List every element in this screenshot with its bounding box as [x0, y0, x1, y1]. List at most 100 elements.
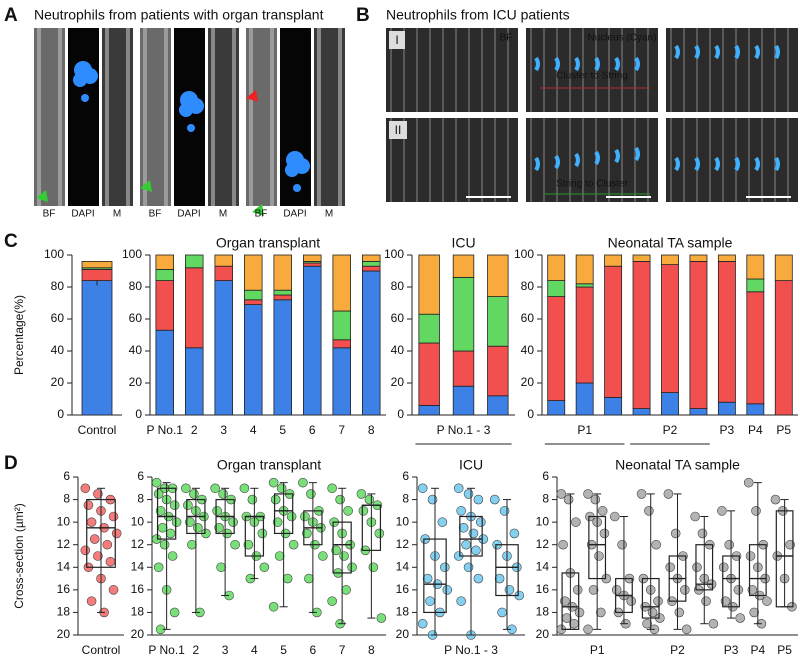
data-point: [343, 506, 353, 516]
panel-title: Neutrophils from ICU patients: [386, 7, 570, 23]
bar-segment: [689, 260, 708, 409]
data-point: [718, 562, 729, 573]
bar-segment: [155, 268, 174, 281]
data-point: [298, 477, 308, 488]
x-tick-label: 2: [193, 643, 200, 657]
bar-segment: [418, 254, 440, 315]
data-point: [590, 494, 601, 505]
y-tick-label: 14: [131, 559, 145, 573]
nucleus: [73, 73, 87, 87]
data-point: [304, 573, 314, 584]
image-label: Nucleus (Cyan): [588, 33, 657, 44]
y-tick-label: 8: [542, 492, 549, 506]
bar-segment: [575, 382, 594, 416]
data-point: [216, 562, 226, 573]
microscopy-images: [34, 28, 798, 216]
bar-segment: [273, 254, 292, 291]
y-tick-label: 40: [51, 343, 65, 357]
data-point: [108, 511, 119, 522]
x-tick-label: P3: [720, 423, 735, 437]
nucleus: [534, 56, 540, 72]
bar-segment: [575, 286, 594, 384]
channel-wall: [126, 28, 130, 206]
y-tick-label: 100: [122, 247, 142, 261]
data-point: [153, 489, 164, 499]
channel-line: [608, 28, 610, 112]
channel-line: [390, 28, 392, 112]
y-tick-label: 80: [129, 279, 143, 293]
bar-segment: [418, 313, 440, 344]
data-point: [425, 596, 435, 606]
data-point: [286, 511, 297, 522]
data-point: [339, 551, 349, 561]
y-tick-label: 40: [129, 343, 143, 357]
bar-segment: [273, 294, 292, 301]
y-tick-label: 20: [521, 375, 535, 389]
x-tick-label: 8: [368, 423, 375, 437]
data-point: [680, 585, 690, 595]
y-tick-label: 12: [536, 537, 550, 551]
bar-segment: [575, 283, 594, 288]
bar-segment: [361, 270, 381, 416]
x-tick-label: 4: [251, 643, 258, 657]
data-point: [456, 596, 466, 606]
y-tick-label: 10: [57, 514, 71, 528]
channel-wall: [338, 28, 342, 206]
nucleus: [674, 156, 680, 172]
data-point: [751, 506, 761, 516]
channel-line: [494, 28, 496, 112]
data-point: [572, 585, 583, 595]
bar-segment: [243, 304, 263, 416]
data-point: [717, 506, 727, 516]
data-point: [743, 477, 754, 488]
data-point: [644, 506, 654, 516]
data-point: [243, 539, 254, 550]
data-point: [214, 522, 224, 533]
image-strip: [280, 28, 311, 206]
data-point: [302, 528, 312, 539]
bar-segment: [746, 403, 765, 416]
nucleus: [634, 146, 640, 162]
x-tick-label: Control: [82, 643, 121, 657]
nucleus: [293, 184, 301, 192]
arrowhead: [140, 180, 152, 192]
y-tick-label: 12: [131, 537, 145, 551]
data-point: [701, 596, 711, 606]
row-label: II: [395, 123, 402, 137]
channel-line: [761, 28, 763, 112]
bar-segment: [273, 289, 292, 296]
nucleus: [714, 156, 720, 172]
bar-segment: [452, 350, 475, 387]
x-tick-label: Control: [78, 423, 117, 437]
data-point: [259, 562, 270, 573]
channel-line: [670, 118, 672, 202]
data-point: [504, 585, 515, 595]
data-point: [561, 613, 572, 623]
bar-segment: [361, 265, 381, 272]
data-point: [239, 483, 250, 494]
chart-title: Organ transplant: [216, 235, 320, 251]
bar-segment: [689, 408, 708, 416]
y-tick-label: 20: [129, 375, 143, 389]
y-tick-label: 18: [536, 605, 550, 619]
data-point: [422, 573, 433, 584]
y-tick-label: 60: [51, 311, 65, 325]
x-tick-label: P1: [590, 643, 605, 657]
box: [722, 555, 740, 608]
nucleus: [734, 156, 740, 172]
bar-segment: [81, 260, 113, 269]
data-point: [556, 489, 567, 499]
channel-line: [481, 118, 483, 202]
bar-segment: [184, 267, 204, 349]
channel-wall: [37, 28, 41, 206]
y-tick-label: 100: [514, 247, 534, 261]
x-tick-label: 6: [310, 643, 317, 657]
data-point: [681, 624, 692, 635]
bar-segment: [361, 260, 381, 267]
y-tick-label: 6: [542, 469, 549, 483]
channel-wall: [164, 28, 168, 206]
data-point: [596, 607, 606, 618]
nucleus: [774, 156, 780, 172]
x-tick-label: P4: [748, 423, 763, 437]
bar-segment: [632, 260, 651, 409]
